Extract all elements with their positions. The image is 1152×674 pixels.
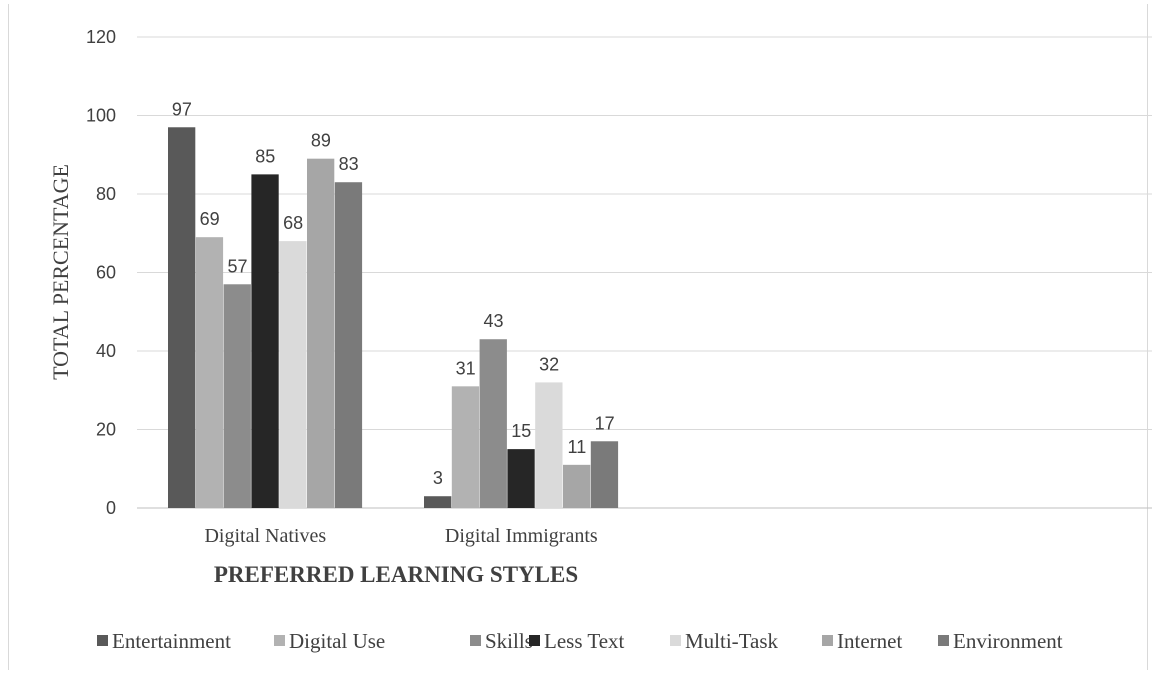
bar-entertainment-0 (168, 127, 196, 509)
data-label: 31 (456, 358, 476, 378)
y-tick-label: 60 (96, 263, 116, 283)
y-tick-label: 20 (96, 420, 116, 440)
chart-frame (8, 4, 1148, 670)
data-label: 17 (595, 413, 615, 433)
legend-swatch (822, 635, 833, 646)
bar-digital-use-0 (195, 237, 224, 509)
data-label: 32 (539, 354, 559, 374)
category-label: Digital Natives (204, 525, 326, 547)
bar-internet-0 (307, 158, 335, 509)
data-label: 57 (227, 256, 247, 276)
data-label: 3 (433, 468, 443, 488)
data-label: 11 (568, 437, 587, 457)
data-label: 43 (483, 311, 503, 331)
legend-swatch (938, 635, 949, 646)
bar-skills-0 (223, 284, 251, 508)
legend-swatch (529, 635, 540, 646)
legend-label: Less Text (544, 629, 625, 653)
data-label: 15 (511, 421, 531, 441)
gridlines (137, 36, 1152, 509)
bar-digital-use-1 (451, 386, 480, 508)
data-label: 68 (283, 213, 303, 233)
bar-environment-1 (590, 441, 619, 508)
data-label: 83 (339, 154, 359, 174)
legend-swatch (470, 635, 481, 646)
y-tick-label: 80 (96, 184, 116, 204)
bars (168, 127, 619, 509)
category-label: Digital Immigrants (445, 525, 598, 547)
y-axis-title: TOTAL PERCENTAGE (48, 164, 73, 380)
x-axis-title: PREFERRED LEARNING STYLES (214, 562, 578, 587)
data-label: 69 (200, 209, 220, 229)
y-tick-label: 100 (86, 106, 116, 126)
bar-environment-0 (334, 182, 363, 508)
bar-entertainment-1 (424, 496, 452, 508)
legend-label: Multi-Task (685, 629, 779, 653)
legend-label: Digital Use (289, 629, 385, 653)
bar-less-text-0 (251, 174, 279, 508)
data-label: 97 (172, 99, 192, 119)
data-labels: 97 69 57 85 68 89 83 3 31 43 15 32 11 17 (172, 99, 615, 488)
data-label: 89 (311, 131, 331, 151)
y-tick-label: 0 (106, 498, 116, 518)
legend-swatch (670, 635, 681, 646)
y-axis-ticks: 0 20 40 60 80 100 120 (86, 27, 116, 518)
legend-label: Entertainment (112, 629, 231, 653)
bar-multi-task-0 (279, 241, 307, 508)
legend-label: Environment (953, 629, 1063, 653)
legend-swatch (97, 635, 108, 646)
legend: Entertainment Digital Use Skills Less Text M… (97, 629, 1063, 653)
data-label: 85 (255, 146, 275, 166)
legend-swatch (274, 635, 285, 646)
y-tick-label: 40 (96, 341, 116, 361)
legend-label: Internet (837, 629, 902, 653)
bar-skills-1 (479, 339, 507, 508)
category-labels: Digital Natives Digital Immigrants (204, 525, 597, 547)
bar-internet-1 (563, 464, 591, 508)
bar-multi-task-1 (535, 382, 563, 508)
y-tick-label: 120 (86, 27, 116, 47)
bar-less-text-1 (507, 449, 535, 508)
legend-label: Skills (485, 629, 533, 653)
